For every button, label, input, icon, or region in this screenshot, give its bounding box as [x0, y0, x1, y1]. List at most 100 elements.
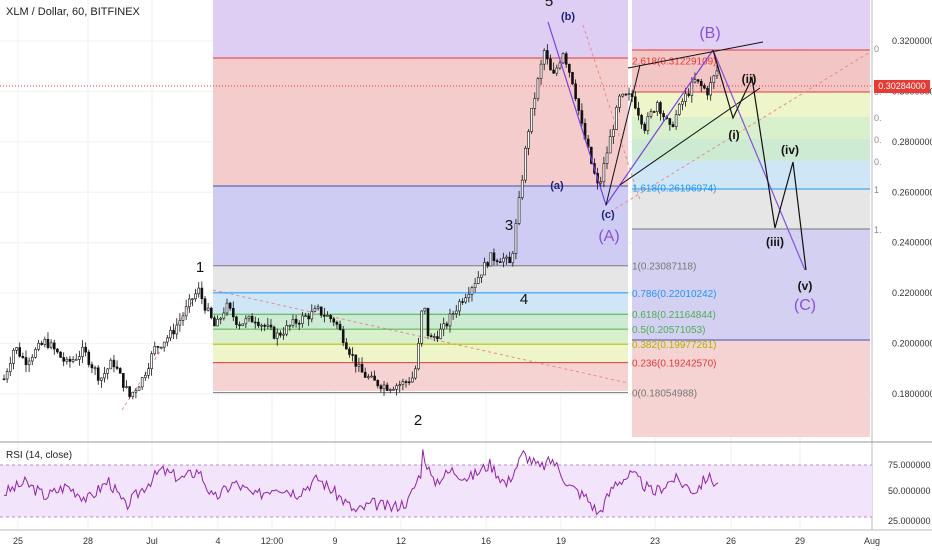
candle-body [30, 356, 34, 362]
proj-band-green [632, 117, 870, 139]
candle-body [345, 342, 348, 350]
candle-body [577, 98, 581, 111]
wave-label-c-small: (c) [601, 209, 615, 221]
candle-body [517, 197, 521, 224]
candle-body [539, 63, 543, 80]
candle-body [612, 129, 615, 137]
candle-body [43, 339, 47, 345]
candle-body [213, 317, 216, 327]
candle-body [640, 114, 643, 125]
candle-body [382, 384, 386, 390]
candle-body [662, 113, 665, 118]
candle-body [159, 346, 163, 349]
candle-body [627, 93, 631, 96]
wave-label-b-small: (b) [561, 11, 575, 23]
projection-impulse-line [712, 49, 807, 271]
candle-body [153, 346, 157, 355]
trendline [582, 24, 641, 201]
candle-body [429, 335, 433, 338]
fib-level-label: 0.236(0.19242570) [632, 359, 717, 370]
candle-body [555, 67, 559, 74]
candle-body [696, 79, 700, 82]
y-tick-label: 0.22000000 [892, 288, 932, 298]
fib-band-red [213, 58, 628, 186]
candle-body [533, 98, 537, 109]
candle-body [74, 359, 78, 361]
x-tick-label: 23 [650, 536, 660, 546]
candle-body [103, 373, 106, 379]
candle-body [166, 337, 169, 343]
fib-band-red2 [213, 362, 628, 391]
candle-body [373, 375, 376, 381]
candle-body [467, 294, 471, 299]
candle-body [297, 322, 301, 325]
candle-body [260, 324, 263, 327]
rsi-title: RSI (14, close) [6, 450, 73, 461]
candle-body [52, 342, 56, 350]
candle-body [486, 262, 489, 267]
candle-body [690, 81, 694, 96]
candle-body [316, 306, 320, 309]
candle-body [351, 354, 354, 356]
current-price-badge: 0.30284000 [874, 80, 930, 93]
candle-body [476, 277, 480, 284]
candle-body [282, 333, 285, 336]
candle-body [571, 72, 574, 85]
candle-body [231, 308, 235, 318]
candle-body [112, 359, 116, 368]
candle-body [568, 63, 571, 73]
candle-body [209, 307, 213, 319]
fib-retracement-lower [213, 265, 628, 391]
candle-body [181, 315, 185, 321]
proj-band-red [632, 50, 870, 92]
proj-band-grey [632, 189, 870, 229]
candle-body [624, 93, 628, 96]
wave-labels: 1 2 3 4 5 (b) (a) (c) (A) (B) (C) (i) (i… [196, 0, 816, 429]
x-tick-label: 26 [726, 536, 736, 546]
candle-body [15, 347, 18, 351]
candle-body [147, 368, 150, 376]
candle-body [546, 50, 549, 60]
time-axis[interactable]: 25 28 Jul 4 12:00 9 12 16 19 23 26 29 Aug [0, 529, 932, 546]
candle-body [279, 332, 282, 336]
candle-body [514, 223, 518, 254]
candle-body [137, 386, 141, 391]
candle-body [480, 274, 483, 278]
candle-body [677, 103, 681, 115]
fib-band-blue [213, 186, 628, 265]
candle-body [323, 314, 326, 317]
candle-body [370, 375, 373, 378]
fib-level-label: 0.5(0.20571053) [632, 325, 705, 336]
fib-edge-label: 0. [874, 135, 882, 145]
candle-body [527, 131, 530, 149]
fib-extension-label: 2.618(0.31229109) [632, 56, 717, 67]
candle-body [291, 318, 295, 326]
candle-body [144, 374, 147, 378]
proj-band-violet [632, 229, 870, 340]
fib-edge-label: 1 [874, 185, 879, 195]
candle-body [511, 253, 515, 264]
candle-body [520, 179, 524, 198]
x-tick-label: 25 [13, 536, 23, 546]
candle-body [263, 324, 266, 327]
candle-body [608, 136, 612, 154]
wave-label-v: (v) [798, 279, 813, 293]
candle-body [2, 378, 6, 381]
candle-body [524, 148, 527, 181]
candle-body [423, 307, 427, 312]
candle-body [699, 80, 703, 86]
candle-body [216, 318, 219, 327]
candle-body [68, 358, 72, 362]
fib-band-top [213, 0, 628, 58]
candle-body [184, 306, 188, 317]
candle-body [646, 116, 650, 131]
candle-body [649, 111, 653, 117]
candle-body [285, 325, 288, 335]
wave-label-2: 2 [414, 412, 422, 429]
candle-body [59, 351, 62, 358]
fib-edge-label: 0 [874, 44, 879, 54]
candle-body [363, 371, 367, 378]
candle-body [401, 381, 405, 385]
fib-band-yellow [213, 343, 628, 362]
